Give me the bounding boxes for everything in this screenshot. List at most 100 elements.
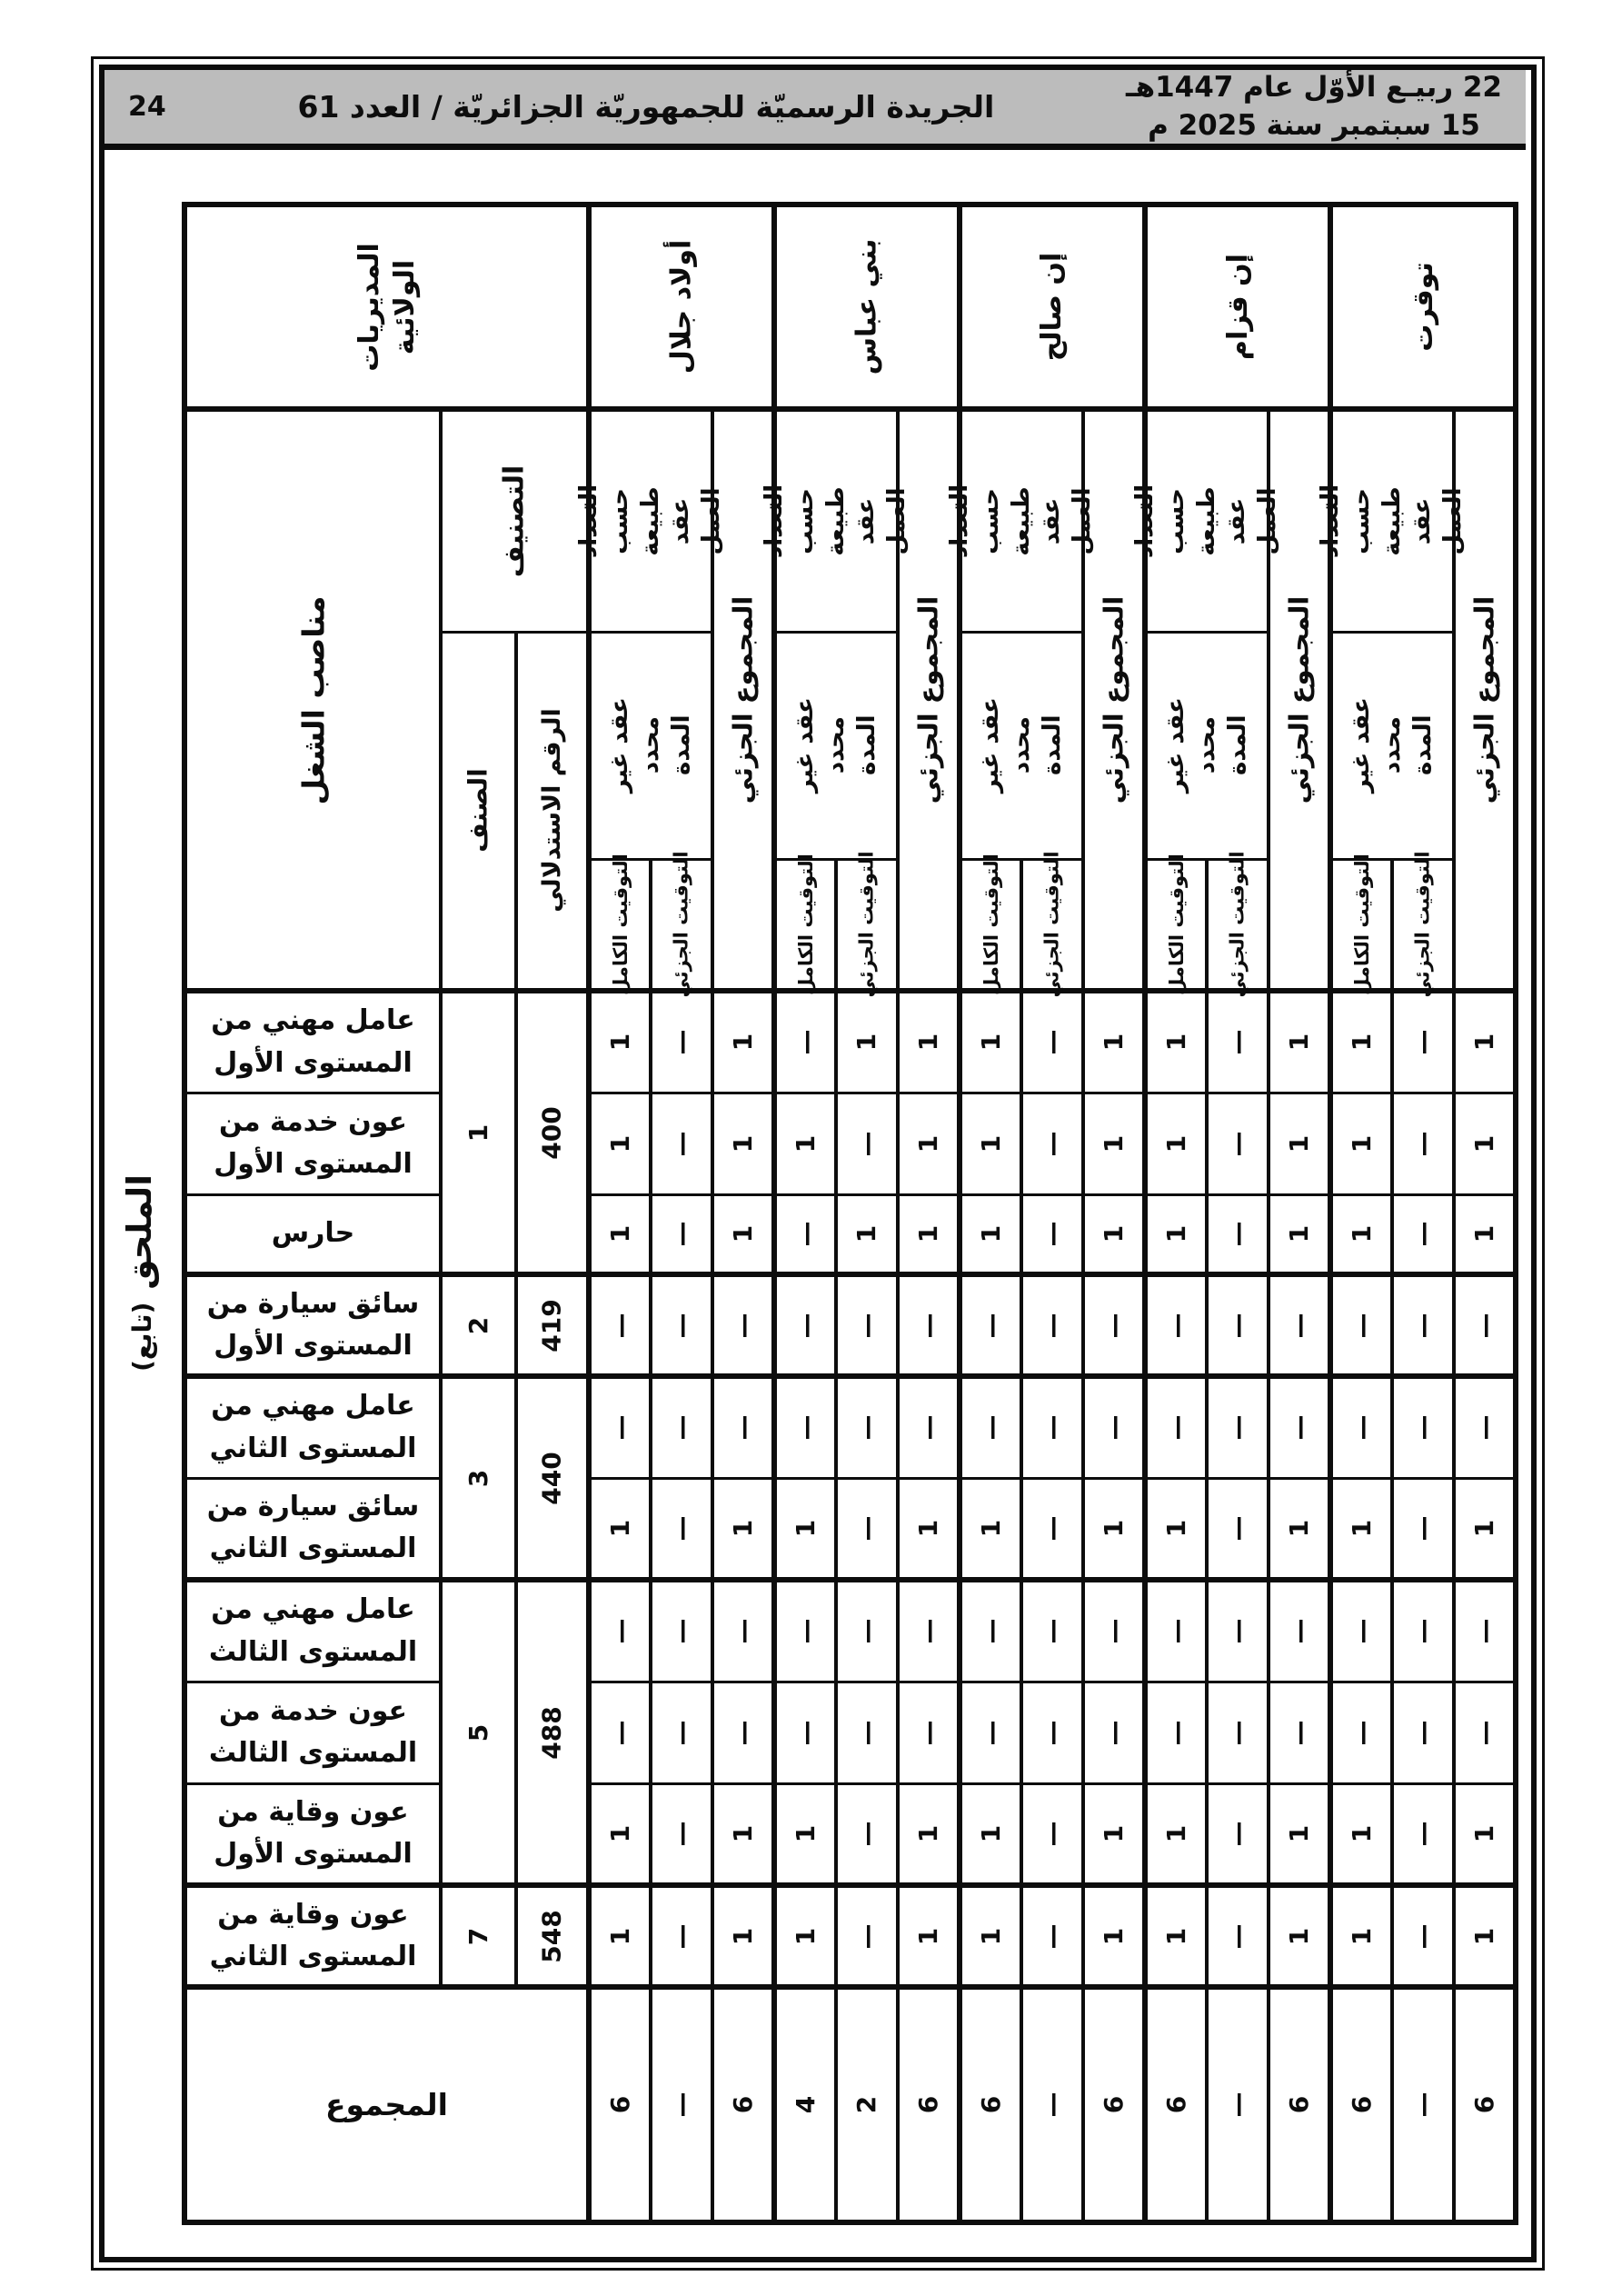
value-cell: 1 <box>586 1782 652 1887</box>
value-cell: — <box>771 1272 838 1378</box>
total-value-cell: — <box>1205 1984 1270 2224</box>
value-cell: — <box>896 1272 961 1378</box>
census-header-cell: التعداد حسب طبيعة عقد العمل <box>1317 406 1467 634</box>
corner-header-cell: المديريات الولائية <box>183 203 591 411</box>
value-cell: — <box>1020 1577 1085 1683</box>
value-cell: — <box>1205 1373 1270 1480</box>
value-cell: 1 <box>1142 1193 1209 1276</box>
value-cell: 1 <box>957 988 1023 1094</box>
value-cell: — <box>834 1577 900 1683</box>
job-row-label: عون وقاية من المستوى الأول <box>183 1782 443 1887</box>
value-cell: — <box>1390 1782 1456 1887</box>
value-cell: 1 <box>1142 1882 1209 1989</box>
index-cell: 440 <box>514 1373 591 1582</box>
total-value-cell: — <box>1390 1984 1456 2224</box>
value-cell: 1 <box>1267 1476 1332 1582</box>
value-cell: — <box>771 988 838 1094</box>
value-cell: — <box>649 1577 714 1683</box>
running-head: 22 ربيـع الأوّل عام 1447هـ 15 سبتمبر سنة… <box>104 70 1526 150</box>
total-value-cell: 6 <box>1142 1984 1209 2224</box>
category-header-cell: الصنف <box>439 630 518 993</box>
value-cell: 1 <box>1328 1091 1394 1196</box>
value-cell: 1 <box>1081 1476 1147 1582</box>
value-cell: 1 <box>1081 988 1147 1094</box>
job-row-label: عامل مهني من المستوى الثالث <box>183 1577 443 1683</box>
value-cell: — <box>834 1882 900 1989</box>
value-cell: — <box>1452 1680 1518 1785</box>
value-cell: — <box>1205 988 1270 1094</box>
value-cell: — <box>834 1091 900 1196</box>
value-cell: — <box>1205 1272 1270 1378</box>
value-cell: 1 <box>1081 1782 1147 1887</box>
value-cell: — <box>586 1373 652 1480</box>
value-cell: 1 <box>711 988 776 1094</box>
value-cell: 1 <box>771 1476 838 1582</box>
value-cell: — <box>957 1373 1023 1480</box>
value-cell: 1 <box>1142 1476 1209 1582</box>
value-cell: — <box>1142 1680 1209 1785</box>
value-cell: — <box>711 1373 776 1480</box>
value-cell: 1 <box>586 1882 652 1989</box>
value-cell: — <box>1081 1577 1147 1683</box>
value-cell: 1 <box>896 1193 961 1276</box>
category-cell: 2 <box>439 1272 518 1378</box>
value-cell: 1 <box>957 1476 1023 1582</box>
value-cell: — <box>1205 1476 1270 1582</box>
index-cell: 419 <box>514 1272 591 1378</box>
wilaya-header-in-salah: إن صالح <box>957 203 1147 411</box>
total-value-cell: 6 <box>1328 1984 1394 2224</box>
category-cell: 7 <box>439 1882 518 1989</box>
value-cell: 1 <box>1081 1091 1147 1196</box>
value-cell: — <box>896 1373 961 1480</box>
corner-header: المديريات الولائية <box>353 242 421 372</box>
value-cell: — <box>1328 1373 1394 1480</box>
value-cell: 1 <box>1452 988 1518 1094</box>
value-cell: — <box>711 1680 776 1785</box>
value-cell: — <box>1328 1272 1394 1378</box>
value-cell: 1 <box>957 1882 1023 1989</box>
value-cell: — <box>1390 1577 1456 1683</box>
value-cell: — <box>1267 1272 1332 1378</box>
value-cell: — <box>957 1272 1023 1378</box>
subtotal-header-cell: المجموع الجزئي <box>1081 406 1147 993</box>
index-number-header-cell: الرقم الاستدلالي <box>514 630 591 993</box>
value-cell: — <box>834 1373 900 1480</box>
value-cell: 1 <box>1142 988 1209 1094</box>
value-cell: — <box>1452 1373 1518 1480</box>
value-cell: — <box>1205 1091 1270 1196</box>
value-cell: 1 <box>957 1782 1023 1887</box>
contract-header-cell: عقد غير محدد المدة <box>1328 630 1456 861</box>
job-row-label: عون وقاية من المستوى الثاني <box>183 1882 443 1989</box>
full-time-header-cell: التوقيت الكامل <box>1142 854 1209 995</box>
gazette-title: الجريدة الرسميّة للجمهوريّة الجزائريّة /… <box>297 89 995 125</box>
wilaya-header-beni-abbes: بني عباس <box>771 203 961 411</box>
subtotal-header-cell: المجموع الجزئي <box>1267 406 1332 993</box>
total-value-cell: — <box>649 1984 714 2224</box>
value-cell: — <box>1020 1476 1085 1582</box>
page-frame-outer <box>91 56 1545 2271</box>
value-cell: 1 <box>1452 1091 1518 1196</box>
value-cell: — <box>649 988 714 1094</box>
value-cell: — <box>1452 1272 1518 1378</box>
value-cell: — <box>1390 1882 1456 1989</box>
value-cell: — <box>1390 1476 1456 1582</box>
value-cell: — <box>1452 1577 1518 1683</box>
value-cell: 1 <box>896 1882 961 1989</box>
part-time-header-cell: التوقيت الجزئي <box>834 851 900 997</box>
value-cell: — <box>1142 1577 1209 1683</box>
job-row-label: عامل مهني من المستوى الأول <box>183 988 443 1094</box>
value-cell: 1 <box>1267 1193 1332 1276</box>
value-cell: — <box>1020 1193 1085 1276</box>
value-cell: 1 <box>1081 1193 1147 1276</box>
part-time-header-cell: التوقيت الجزئي <box>1390 851 1456 997</box>
value-cell: — <box>771 1193 838 1276</box>
total-value-cell: 6 <box>586 1984 652 2224</box>
value-cell: — <box>1390 1272 1456 1378</box>
value-cell: 1 <box>771 1782 838 1887</box>
value-cell: — <box>1390 988 1456 1094</box>
value-cell: — <box>649 1882 714 1989</box>
full-time-header-cell: التوقيت الكامل <box>957 854 1023 995</box>
value-cell: 1 <box>896 1476 961 1582</box>
value-cell: 1 <box>1452 1882 1518 1989</box>
